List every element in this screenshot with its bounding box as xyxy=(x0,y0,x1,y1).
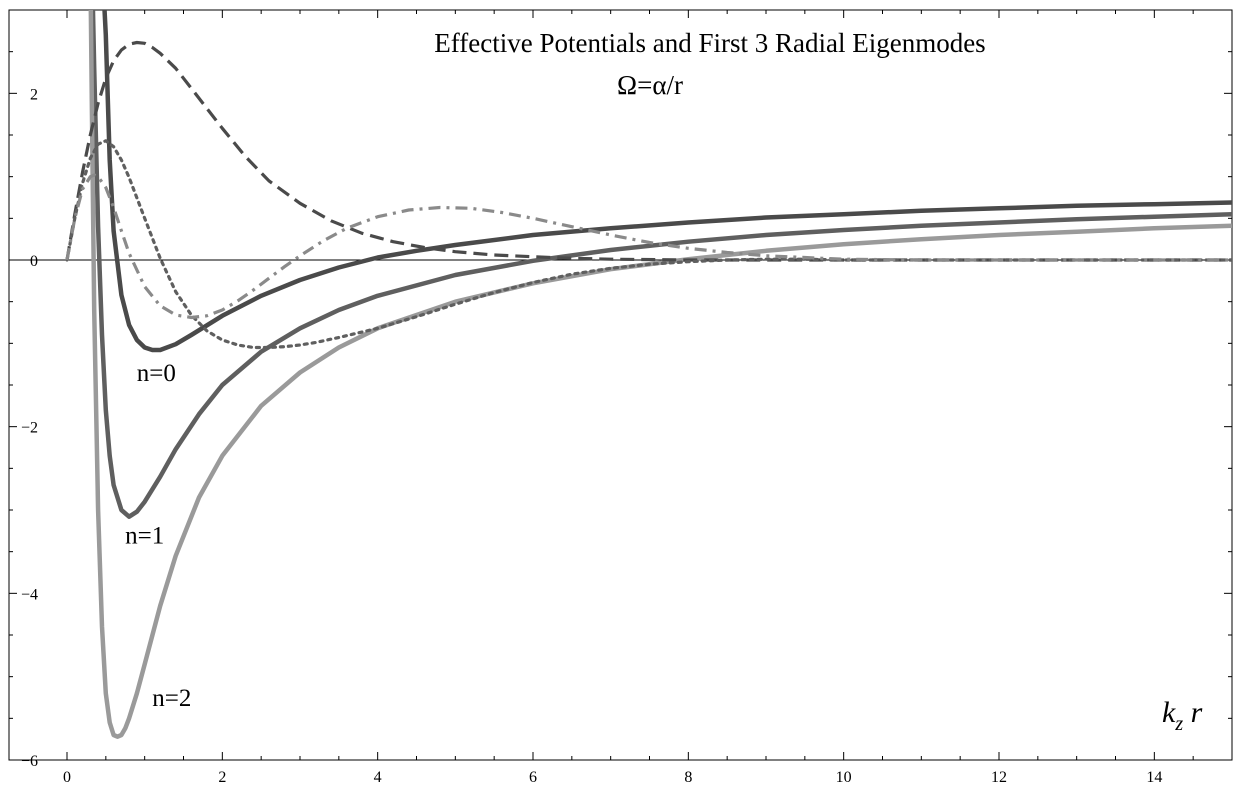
series-5-line xyxy=(65,139,1232,350)
x-axis-label-subscript: z xyxy=(1174,713,1183,735)
curve-label-2: n=2 xyxy=(152,685,191,712)
curve-label-0: n=0 xyxy=(137,360,176,387)
curve-label-1: n=1 xyxy=(125,522,164,549)
x-axis-label-rest: r xyxy=(1183,696,1203,729)
x-tick-label: 10 xyxy=(836,769,852,786)
y-tick-label: −4 xyxy=(21,586,38,603)
x-tick-label: 2 xyxy=(218,769,226,786)
y-tick-label: −6 xyxy=(21,753,38,770)
x-tick-label: 6 xyxy=(529,769,537,786)
chart-subtitle: Ω=α/r xyxy=(617,70,683,100)
x-tick-label: 4 xyxy=(374,769,382,786)
x-tick-label: 8 xyxy=(684,769,692,786)
y-tick-label: −2 xyxy=(21,420,38,437)
text-layer: Effective Potentials and First 3 Radial … xyxy=(125,28,1203,735)
series-4-line xyxy=(65,40,1232,262)
x-tick-label: 14 xyxy=(1146,769,1162,786)
axes-layer: 0 2 4 6 8 10 12 14 −6 −4 −2 0 2 xyxy=(8,9,1233,786)
series-2-line xyxy=(90,10,1232,519)
chart-title: Effective Potentials and First 3 Radial … xyxy=(434,28,985,58)
plot-frame xyxy=(8,9,1233,761)
x-tick-label: 12 xyxy=(991,769,1007,786)
series-layer xyxy=(65,10,1232,739)
x-tick-label: 0 xyxy=(63,769,71,786)
x-axis-label-base: k xyxy=(1162,696,1176,729)
y-tick-label: 2 xyxy=(30,86,38,103)
series-6-line xyxy=(65,173,1232,320)
x-axis-label: kz r xyxy=(1162,696,1203,735)
series-1-line xyxy=(102,10,1232,353)
y-tick-label: 0 xyxy=(30,253,38,270)
series-3-line xyxy=(88,10,1232,739)
